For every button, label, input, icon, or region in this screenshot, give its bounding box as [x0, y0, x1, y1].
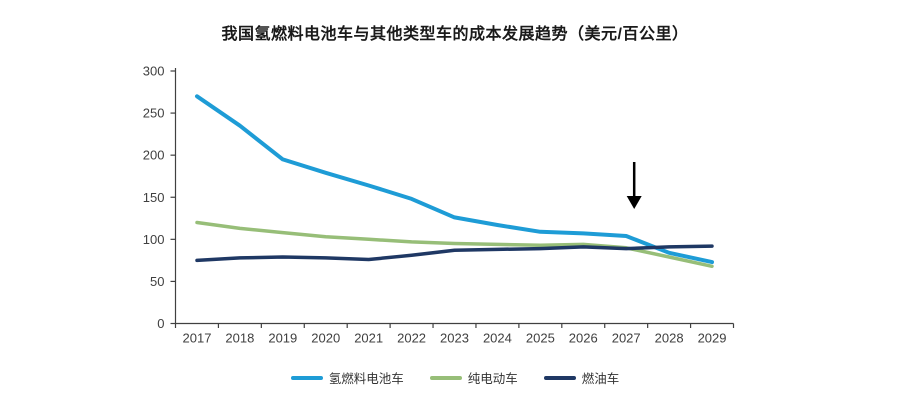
x-tick-label: 2025 — [526, 331, 555, 346]
legend-swatch-icon — [429, 375, 462, 380]
x-tick-label: 2028 — [655, 331, 684, 346]
x-tick-label: 2019 — [268, 331, 297, 346]
legend-item-1: 纯电动车 — [429, 368, 518, 387]
legend-swatch-icon — [290, 375, 323, 380]
legend-label: 纯电动车 — [467, 372, 518, 386]
legend-item-2: 燃油车 — [543, 368, 620, 387]
series-line-1 — [195, 220, 714, 269]
y-tick-label: 0 — [157, 316, 164, 331]
x-tick-label: 2023 — [440, 331, 469, 346]
y-tick-label: 100 — [143, 232, 165, 247]
series-line-0 — [195, 94, 714, 265]
y-tick-label: 300 — [143, 64, 165, 79]
chart-legend: 氢燃料电池车 纯电动车 燃油车 — [0, 368, 900, 387]
x-tick-label: 2026 — [569, 331, 598, 346]
x-tick-label: 2029 — [698, 331, 727, 346]
x-tick-label: 2027 — [612, 331, 641, 346]
y-tick-label: 250 — [143, 106, 165, 121]
x-tick-label: 2021 — [354, 331, 383, 346]
y-tick-label: 150 — [143, 190, 165, 205]
y-tick-label: 50 — [150, 274, 164, 289]
x-tick-label: 2024 — [483, 331, 512, 346]
legend-item-0: 氢燃料电池车 — [290, 368, 404, 387]
x-tick-label: 2018 — [225, 331, 254, 346]
x-tick-label: 2017 — [183, 331, 212, 346]
chart-title: 我国氢燃料电池车与其他类型车的成本发展趋势（美元/百公里） — [221, 26, 689, 43]
legend-swatch-icon — [543, 375, 576, 380]
series-line-2 — [195, 244, 714, 263]
annotation-arrow-head — [626, 196, 642, 209]
legend-label: 氢燃料电池车 — [328, 372, 404, 386]
y-tick-label: 200 — [143, 148, 165, 163]
x-tick-label: 2022 — [397, 331, 426, 346]
legend-label: 燃油车 — [581, 372, 620, 386]
x-tick-label: 2020 — [311, 331, 340, 346]
